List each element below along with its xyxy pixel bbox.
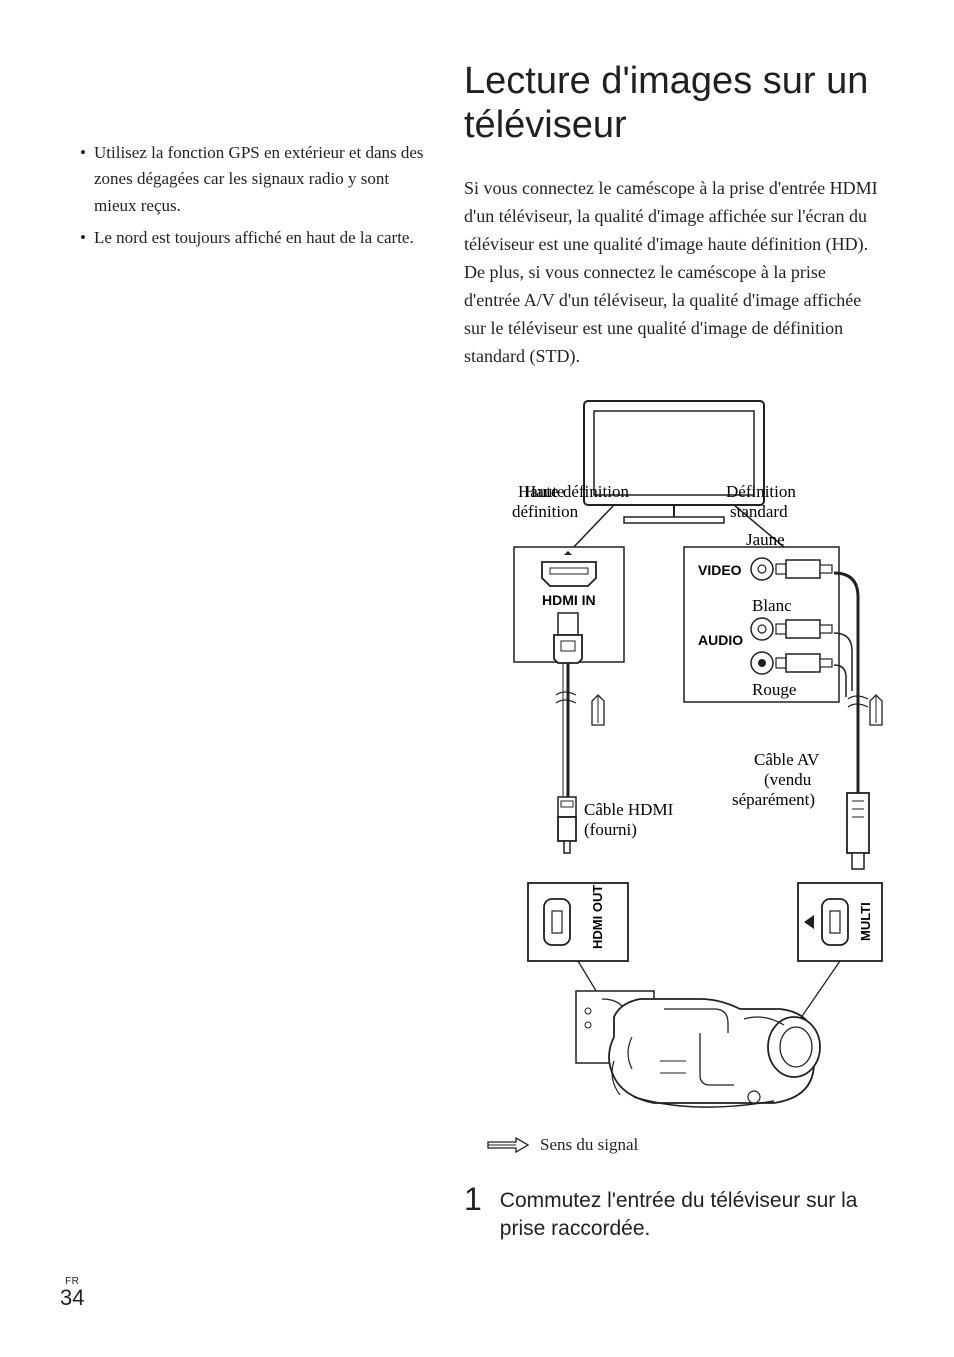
label-jaune: Jaune (746, 530, 785, 549)
left-column: Utilisez la fonction GPS en extérieur et… (80, 60, 424, 257)
label-cable-av-3: séparément) (732, 790, 815, 809)
label-cable-av-2: (vendu (764, 770, 812, 789)
hdmi-plug-lower-icon (558, 797, 576, 853)
av-plug-lower-icon (847, 793, 869, 869)
diagram-svg: Haute définition Hautedéfinition Définit… (464, 397, 884, 1117)
page: Utilisez la fonction GPS en extérieur et… (0, 0, 954, 1357)
intro-paragraph: Si vous connectez le caméscope à la pris… (464, 175, 884, 370)
rca-jack-red-icon (751, 652, 832, 674)
step-text: Commutez l'entrée du téléviseur sur la p… (500, 1183, 884, 1244)
two-column-layout: Utilisez la fonction GPS en extérieur et… (80, 60, 884, 1243)
rca-jack-yellow-icon (751, 558, 832, 580)
signal-arrow-icon (592, 695, 604, 725)
bullet-text: Le nord est toujours affiché en haut de … (94, 228, 414, 247)
connection-diagram: Haute définition Hautedéfinition Définit… (464, 397, 884, 1117)
gps-notes-list: Utilisez la fonction GPS en extérieur et… (80, 140, 424, 251)
signal-flow-label: Sens du signal (540, 1135, 638, 1155)
list-item: Le nord est toujours affiché en haut de … (80, 225, 424, 251)
step-1: 1 Commutez l'entrée du téléviseur sur la… (464, 1183, 884, 1244)
label-blanc: Blanc (752, 596, 792, 615)
section-heading: Lecture d'images sur un téléviseur (464, 60, 884, 147)
page-footer: FR 34 (60, 1276, 84, 1311)
label-multi: MULTI (858, 902, 873, 941)
cable-break-icon (556, 692, 576, 703)
label-cable-av-1: Câble AV (754, 750, 820, 769)
label-cable-hdmi-2: (fourni) (584, 820, 637, 839)
label-rouge: Rouge (752, 680, 796, 699)
bullet-text: Utilisez la fonction GPS en extérieur et… (94, 143, 424, 215)
label-hdmi-in: HDMI IN (542, 592, 596, 608)
list-item: Utilisez la fonction GPS en extérieur et… (80, 140, 424, 219)
signal-arrow-icon (870, 695, 882, 725)
label-video: VIDEO (698, 562, 742, 578)
rca-jack-white-icon (751, 618, 832, 640)
footer-page-number: 34 (60, 1285, 84, 1310)
camcorder-icon (609, 999, 820, 1107)
label-audio: AUDIO (698, 632, 743, 648)
hdmi-out-callout (528, 883, 628, 961)
right-column: Lecture d'images sur un téléviseur Si vo… (464, 60, 884, 1243)
label-hdmi-out: HDMI OUT (590, 884, 605, 948)
signal-arrow-legend-icon (486, 1137, 530, 1153)
label-definition-standard: Définitionstandard (726, 482, 796, 521)
signal-flow-legend: Sens du signal (486, 1135, 884, 1155)
label-cable-hdmi-1: Câble HDMI (584, 800, 674, 819)
hdmi-plug-icon (554, 613, 582, 663)
step-number: 1 (464, 1183, 482, 1215)
